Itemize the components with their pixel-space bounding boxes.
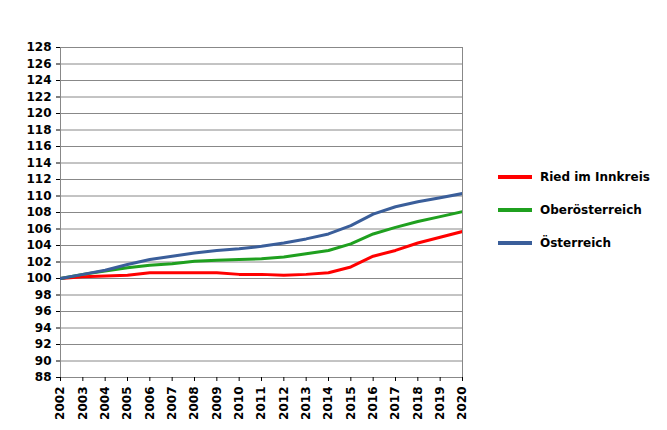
svg-text:2010: 2010 (232, 387, 246, 420)
svg-text:2019: 2019 (433, 387, 447, 420)
svg-text:2012: 2012 (277, 387, 291, 420)
svg-text:2006: 2006 (143, 387, 157, 420)
svg-text:2018: 2018 (411, 387, 425, 420)
svg-text:94: 94 (35, 321, 52, 335)
html-text:Österreich: Österreich (540, 235, 611, 250)
svg-text:96: 96 (35, 304, 52, 318)
svg-text:2016: 2016 (366, 387, 380, 420)
svg-text:2003: 2003 (76, 387, 90, 420)
svg-text:112: 112 (26, 172, 51, 186)
svg-text:126: 126 (26, 57, 51, 71)
svg-text:2020: 2020 (455, 387, 469, 420)
html-text:Oberösterreich: Oberösterreich (540, 202, 642, 217)
svg-text:2014: 2014 (321, 387, 335, 420)
svg-text:108: 108 (26, 205, 51, 219)
svg-text:120: 120 (26, 106, 51, 120)
svg-text:106: 106 (26, 222, 51, 236)
svg-text:104: 104 (26, 238, 51, 252)
svg-text:2013: 2013 (299, 387, 313, 420)
svg-text:100: 100 (26, 271, 51, 285)
svg-text:2009: 2009 (210, 387, 224, 420)
svg-text:118: 118 (26, 123, 51, 137)
svg-text:92: 92 (35, 337, 52, 351)
html-text:Ried im Innkreis: Ried im Innkreis (540, 169, 650, 184)
svg-text:2011: 2011 (254, 387, 268, 420)
svg-text:88: 88 (35, 370, 52, 384)
svg-text:2017: 2017 (388, 387, 402, 420)
svg-text:98: 98 (35, 288, 52, 302)
svg-text:2002: 2002 (53, 387, 67, 420)
svg-text:2004: 2004 (98, 387, 112, 420)
svg-text:116: 116 (26, 139, 51, 153)
svg-text:2005: 2005 (120, 387, 134, 420)
svg-text:2008: 2008 (187, 387, 201, 420)
svg-text:90: 90 (35, 354, 52, 368)
svg-text:102: 102 (26, 255, 51, 269)
svg-text:122: 122 (26, 90, 51, 104)
svg-text:124: 124 (26, 73, 51, 87)
svg-text:2015: 2015 (344, 387, 358, 420)
svg-text:128: 128 (26, 40, 51, 54)
svg-text:110: 110 (26, 189, 51, 203)
svg-text:114: 114 (26, 156, 51, 170)
svg-text:2007: 2007 (165, 387, 179, 420)
